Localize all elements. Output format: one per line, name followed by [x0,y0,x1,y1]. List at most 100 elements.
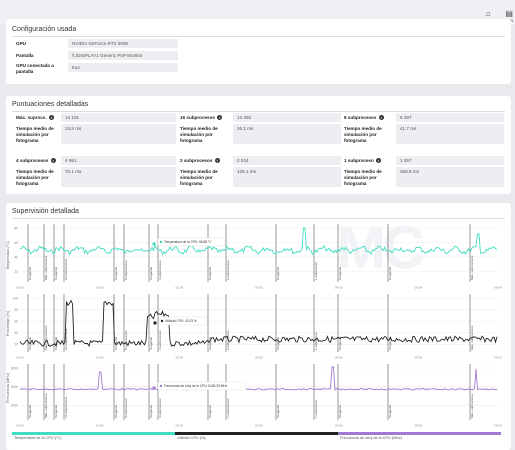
phase-marker-label: 16 subprocesos [64,396,68,418]
score-value: 4 991 [61,156,176,165]
x-tick-label: 01:00 [96,286,104,290]
phase-marker-label: Máx. subprocesos [44,325,48,350]
info-icon[interactable]: i [378,115,384,121]
phase-marker-label: Cargando [338,266,342,280]
frame-time-value: 70.1 ms [61,167,176,187]
phase-marker-label: 1 subproceso [314,400,318,418]
frame-time-value: 26.1 ms [233,124,341,144]
legend-freq-bar[interactable] [338,432,501,435]
score-value: 14 101 [61,113,176,122]
x-tick-label: 00:00 [16,286,24,290]
phase-marker-label: Cargando [149,336,153,350]
y-tick-label: 20 [14,343,18,347]
x-tick-label: 05:00 [415,286,423,290]
scores-title: Puntuaciones detalladas [12,101,89,108]
info-icon[interactable]: i [376,158,382,164]
frame-time-label: Tiempo medio de simulación por fotograma [16,169,54,186]
phase-marker-label: Cargando [54,404,58,418]
config-value: NVIDIA GeForce RTX 5090 [68,39,178,48]
frame-time-label: Tiempo medio de simulación por fotograma [180,126,218,143]
info-icon[interactable]: i [50,158,56,164]
config-value: true [68,63,178,72]
divider [12,36,505,37]
frame-time-value: 138.1 ms [233,167,341,187]
x-tick-label: 00:00 [16,356,24,360]
phase-marker-label: Cargando [338,336,342,350]
x-tick-label: 01:00 [96,424,104,428]
hover-point [153,321,157,325]
phase-marker-label: Cargando [28,404,32,418]
phase-marker-label: Cargando [114,336,118,350]
info-icon[interactable]: i [214,158,220,164]
score-label: 16 subprocesos i [180,115,223,121]
x-tick-label: 02:00 [176,424,184,428]
legend-util-bar[interactable] [175,432,338,435]
phase-marker-label: Cargando [208,336,212,350]
frequency-chart[interactable]: 6000 4000 2000 Cargando Máx. subprocesos Carg… [8,360,507,428]
scores-panel: Puntuaciones detalladas Máx. suprocs. i … [6,96,511,194]
legend-temp-bar[interactable] [12,432,175,435]
score-label: 8 subprocesos i [344,115,384,121]
series-line [19,299,498,348]
tooltip-swatch [159,240,163,244]
info-icon[interactable]: i [48,115,54,121]
utilization-chart[interactable]: 100 80 60 40 20 Cargando Máx. subprocesos Carga… [8,290,507,360]
frame-time-label: Tiempo medio de simulación por fotograma [180,169,218,186]
score-value: 13 392 [233,113,341,122]
phase-marker-label: Cargando [338,404,342,418]
y-tick-label: 40 [14,255,18,259]
score-label: 1 subproceso i [344,158,382,164]
frame-time-value: 24.8 ms [61,124,176,144]
score-value: 8 397 [396,113,504,122]
y-tick-label: 60 [14,241,18,245]
phase-marker-label: Cargando [149,404,153,418]
tooltip-box [157,381,247,391]
x-tick-label: 03:00 [255,286,263,290]
x-tick-label: 06:00 [494,424,502,428]
phase-marker-label: Cargando [114,404,118,418]
y-tick-label: 80 [14,308,18,312]
y-tick-label: 4000 [11,385,18,389]
monitoring-title: Supervisión detallada [12,208,79,215]
home-icon: ⌂ [485,9,491,18]
phase-marker-label: Cargando [388,404,392,418]
config-value: \\.\DISPLAY1 Generic PnP Monitor [68,51,178,60]
phase-marker-label: Máx. subprocesos [470,255,474,280]
frame-time-label: Tiempo medio de simulación por fotograma [344,126,382,143]
phase-marker-label: 2 subprocesos [226,398,230,418]
hover-point [152,386,156,390]
phase-marker-label: Cargando [276,336,280,350]
phase-marker-label: 2 subprocesos [226,260,230,280]
phase-marker-label: Cargando [54,266,58,280]
phase-marker-label: 16 subprocesos [64,258,68,280]
y-tick-label: 80 [14,226,18,230]
phase-marker-label: 8 subprocesos [124,260,128,280]
score-value: 1 297 [396,156,504,165]
phase-marker-label: Cargando [208,404,212,418]
x-tick-label: 05:00 [415,356,423,360]
phase-marker-label: Cargando [276,266,280,280]
divider [12,218,505,219]
phase-marker-label: 1 subproceso [314,332,318,350]
phase-marker-label: Cargando [276,404,280,418]
x-tick-label: 04:00 [335,356,343,360]
score-label: 4 subprocesos i [16,158,56,164]
tooltip-text: Utilidad CPU: 43.03 % [165,319,197,323]
phase-marker-label: 4 subprocesos [158,330,162,350]
phase-marker-label: Cargando [28,266,32,280]
series-line [19,366,498,391]
tooltip-text: Frecuencia de reloj de la CPU: 5180.25 M… [164,384,228,388]
benchmark-icon: ▤ [505,9,513,18]
phase-marker-label: Máx. subprocesos [44,393,48,418]
y-tick-label: 2000 [11,404,18,408]
y-tick-label: 20 [14,270,18,274]
info-icon[interactable]: i [217,115,223,121]
hover-point [152,242,156,246]
phase-marker-label: Máx. subprocesos [470,393,474,418]
config-panel: Configuración usada GPU NVIDIA GeForce R… [6,19,511,84]
legend-temp-label: Temperatura de la CPU (°C) [14,436,62,440]
phase-marker-label: 4 subprocesos [158,260,162,280]
tooltip-text: Temperatura de la CPU: 56.88 °C [164,240,212,244]
temperature-chart[interactable]: 80 60 40 20 Cargando Máx. subprocesos Cargando… [8,220,507,290]
x-tick-label: 06:00 [494,286,502,290]
